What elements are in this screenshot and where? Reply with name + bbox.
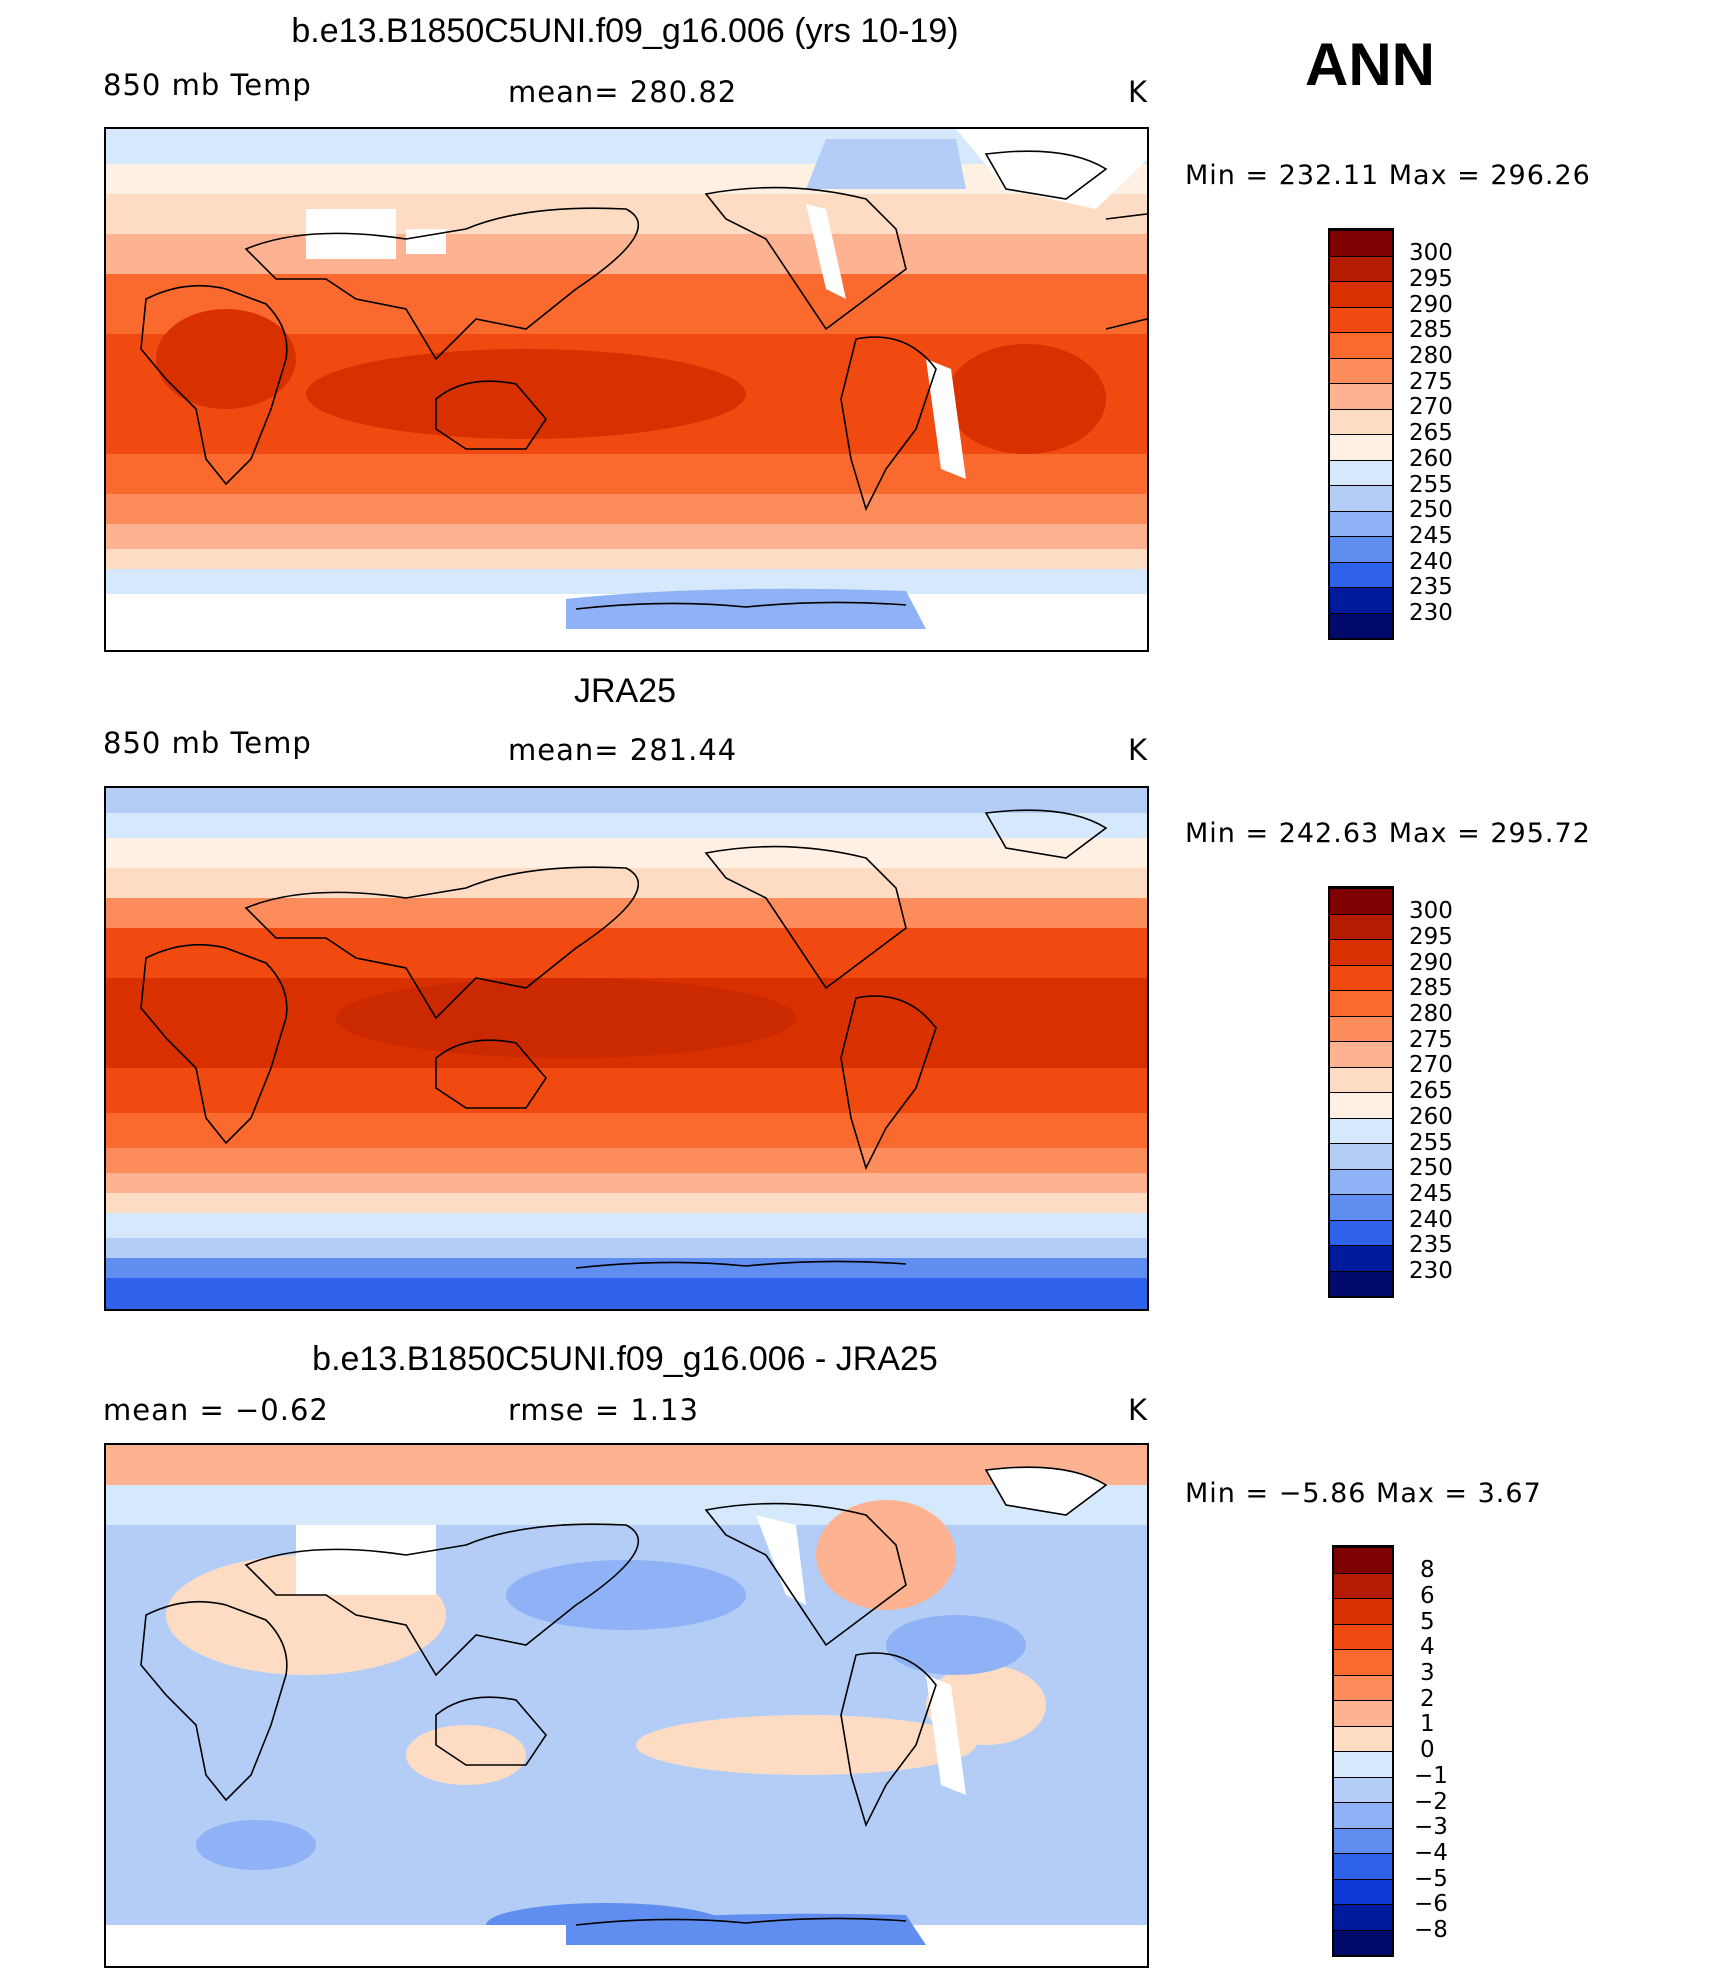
cbar-3-label: 3 bbox=[1420, 1660, 1435, 1686]
cbar-2-label: 250 bbox=[1409, 1155, 1453, 1181]
cbar-1-label: 240 bbox=[1409, 549, 1453, 575]
cbar-1-label: 295 bbox=[1409, 266, 1453, 292]
panel-2-units-label: K bbox=[1128, 733, 1149, 767]
panel-3-minmax-label: Min = −5.86 Max = 3.67 bbox=[1185, 1478, 1542, 1509]
cbar-3-label: −2 bbox=[1414, 1789, 1448, 1815]
cbar-1-label: 290 bbox=[1409, 292, 1453, 318]
cbar-1-label: 300 bbox=[1409, 240, 1453, 266]
panel-1-variable-label: 850 mb Temp bbox=[103, 68, 312, 102]
cbar-2-label: 240 bbox=[1409, 1207, 1453, 1233]
cbar-3-label: −1 bbox=[1414, 1763, 1448, 1789]
panel-3-mean-label: mean = −0.62 bbox=[103, 1393, 329, 1427]
cbar-1-label: 245 bbox=[1409, 523, 1453, 549]
cbar-3-label: 5 bbox=[1420, 1609, 1435, 1635]
cbar-2-label: 235 bbox=[1409, 1232, 1453, 1258]
cbar-2-label: 265 bbox=[1409, 1078, 1453, 1104]
cbar-1-label: 270 bbox=[1409, 394, 1453, 420]
cbar-1-label: 235 bbox=[1409, 574, 1453, 600]
cbar-3-label: −3 bbox=[1414, 1814, 1448, 1840]
cbar-3-label: −8 bbox=[1414, 1917, 1448, 1943]
cbar-3-label: −6 bbox=[1414, 1891, 1448, 1917]
panel-2-minmax-label: Min = 242.63 Max = 295.72 bbox=[1185, 818, 1591, 849]
cbar-3-label: 6 bbox=[1420, 1583, 1435, 1609]
season-label: ANN bbox=[1305, 31, 1435, 98]
cbar-3-label: 2 bbox=[1420, 1686, 1435, 1712]
panel-3-title: b.e13.B1850C5UNI.f09_g16.006 - JRA25 bbox=[312, 1340, 938, 1378]
cbar-1-label: 250 bbox=[1409, 497, 1453, 523]
cbar-1-label: 255 bbox=[1409, 472, 1453, 498]
panel-3-units-label: K bbox=[1128, 1393, 1149, 1427]
cbar-2-label: 245 bbox=[1409, 1181, 1453, 1207]
cbar-1-label: 285 bbox=[1409, 317, 1453, 343]
cbar-2-label: 260 bbox=[1409, 1104, 1453, 1130]
cbar-3-label: 4 bbox=[1420, 1634, 1435, 1660]
cbar-2-label: 270 bbox=[1409, 1052, 1453, 1078]
cbar-3-label: −4 bbox=[1414, 1840, 1448, 1866]
panel-2-colorbar bbox=[1328, 886, 1394, 1298]
cbar-3-label: 0 bbox=[1420, 1737, 1435, 1763]
cbar-1-label: 230 bbox=[1409, 600, 1453, 626]
cbar-2-label: 300 bbox=[1409, 898, 1453, 924]
panel-1-minmax-label: Min = 232.11 Max = 296.26 bbox=[1185, 160, 1591, 191]
cbar-1-label: 275 bbox=[1409, 369, 1453, 395]
cbar-2-label: 290 bbox=[1409, 950, 1453, 976]
cbar-2-label: 255 bbox=[1409, 1130, 1453, 1156]
cbar-2-label: 230 bbox=[1409, 1258, 1453, 1284]
panel-3-colorbar bbox=[1332, 1545, 1394, 1957]
cbar-2-label: 285 bbox=[1409, 975, 1453, 1001]
cbar-3-label: −5 bbox=[1414, 1866, 1448, 1892]
panel-1-map bbox=[104, 127, 1149, 652]
panel-2-mean-label: mean= 281.44 bbox=[508, 733, 738, 767]
cbar-1-label: 265 bbox=[1409, 420, 1453, 446]
cbar-1-label: 260 bbox=[1409, 446, 1453, 472]
cbar-3-label: 8 bbox=[1420, 1557, 1435, 1583]
cbar-2-label: 280 bbox=[1409, 1001, 1453, 1027]
panel-1-mean-label: mean= 280.82 bbox=[508, 75, 738, 109]
panel-3-rmse-label: rmse = 1.13 bbox=[508, 1393, 699, 1427]
panel-2-variable-label: 850 mb Temp bbox=[103, 726, 312, 760]
panel-1-units-label: K bbox=[1128, 75, 1149, 109]
panel-3-map bbox=[104, 1443, 1149, 1968]
cbar-3-label: 1 bbox=[1420, 1711, 1435, 1737]
panel-2-map bbox=[104, 786, 1149, 1311]
cbar-2-label: 295 bbox=[1409, 924, 1453, 950]
panel-1-title: b.e13.B1850C5UNI.f09_g16.006 (yrs 10-19) bbox=[291, 12, 959, 50]
panel-1-colorbar bbox=[1328, 228, 1394, 640]
cbar-2-label: 275 bbox=[1409, 1027, 1453, 1053]
cbar-1-label: 280 bbox=[1409, 343, 1453, 369]
panel-2-title: JRA25 bbox=[573, 672, 677, 710]
